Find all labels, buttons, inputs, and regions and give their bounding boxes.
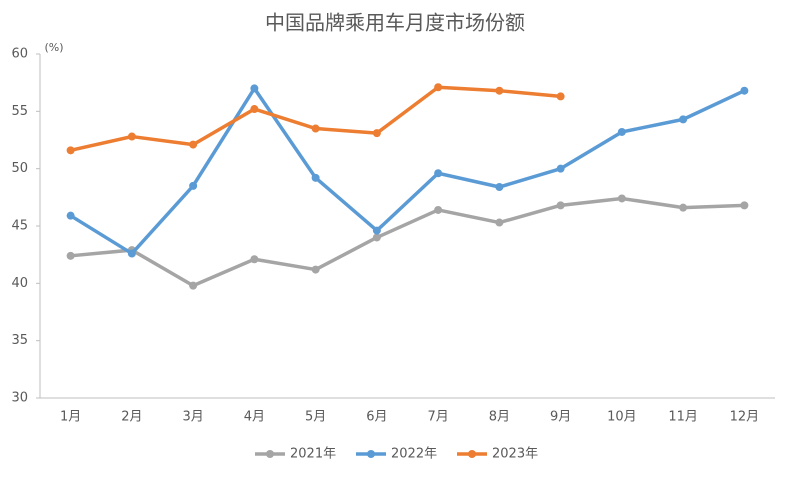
- x-tick-label: 4月: [244, 410, 265, 425]
- legend-label: 2021年: [290, 447, 336, 462]
- legend-marker: [468, 450, 476, 458]
- data-point: [556, 201, 565, 210]
- data-point: [372, 226, 381, 235]
- data-point: [189, 281, 198, 290]
- chart-title: 中国品牌乘用车月度市场份额: [265, 11, 525, 35]
- legend-marker: [266, 450, 274, 458]
- data-point: [250, 84, 259, 93]
- legend-marker: [367, 450, 375, 458]
- data-point: [679, 115, 688, 124]
- data-point: [311, 124, 320, 133]
- x-tick-label: 7月: [427, 410, 448, 425]
- y-tick-label: 30: [11, 391, 28, 406]
- data-point: [556, 92, 565, 101]
- data-point: [66, 211, 75, 220]
- data-point: [617, 127, 626, 136]
- data-point: [679, 203, 688, 212]
- y-tick-label: 40: [11, 276, 28, 291]
- data-point: [66, 146, 75, 155]
- legend-label: 2022年: [391, 447, 437, 462]
- data-point: [372, 233, 381, 242]
- data-point: [495, 218, 504, 227]
- data-point: [66, 251, 75, 260]
- x-tick-label: 1月: [60, 410, 81, 425]
- data-point: [495, 183, 504, 192]
- series-line: [69, 86, 746, 256]
- y-tick-label: 35: [11, 333, 28, 348]
- data-point: [556, 164, 565, 173]
- x-tick-label: 12月: [730, 410, 760, 425]
- x-tick-label: 11月: [668, 410, 698, 425]
- data-point: [372, 129, 381, 138]
- data-point: [189, 181, 198, 190]
- data-point: [127, 249, 136, 258]
- series-line: [70, 196, 745, 288]
- data-point: [434, 83, 443, 92]
- legend-label: 2023年: [492, 447, 538, 462]
- x-tick-label: 5月: [305, 410, 326, 425]
- data-point: [740, 86, 749, 95]
- data-point: [127, 132, 136, 141]
- data-point: [250, 105, 259, 114]
- y-axis-unit: (%): [44, 41, 63, 54]
- x-tick-label: 2月: [121, 410, 142, 425]
- y-tick-label: 45: [11, 219, 28, 234]
- x-tick-label: 6月: [366, 410, 387, 425]
- data-point: [250, 255, 259, 264]
- x-tick-label: 8月: [489, 410, 510, 425]
- data-point: [495, 86, 504, 95]
- data-point: [434, 205, 443, 214]
- x-tick-label: 9月: [550, 410, 571, 425]
- y-tick-label: 50: [11, 161, 28, 176]
- data-point: [189, 140, 198, 149]
- y-tick-label: 55: [11, 104, 28, 119]
- data-point: [311, 173, 320, 182]
- data-point: [434, 169, 443, 178]
- data-point: [740, 201, 749, 210]
- x-tick-label: 3月: [182, 410, 203, 425]
- data-point: [311, 265, 320, 274]
- y-tick-label: 60: [11, 47, 28, 62]
- data-point: [617, 194, 626, 203]
- x-tick-label: 10月: [607, 410, 637, 425]
